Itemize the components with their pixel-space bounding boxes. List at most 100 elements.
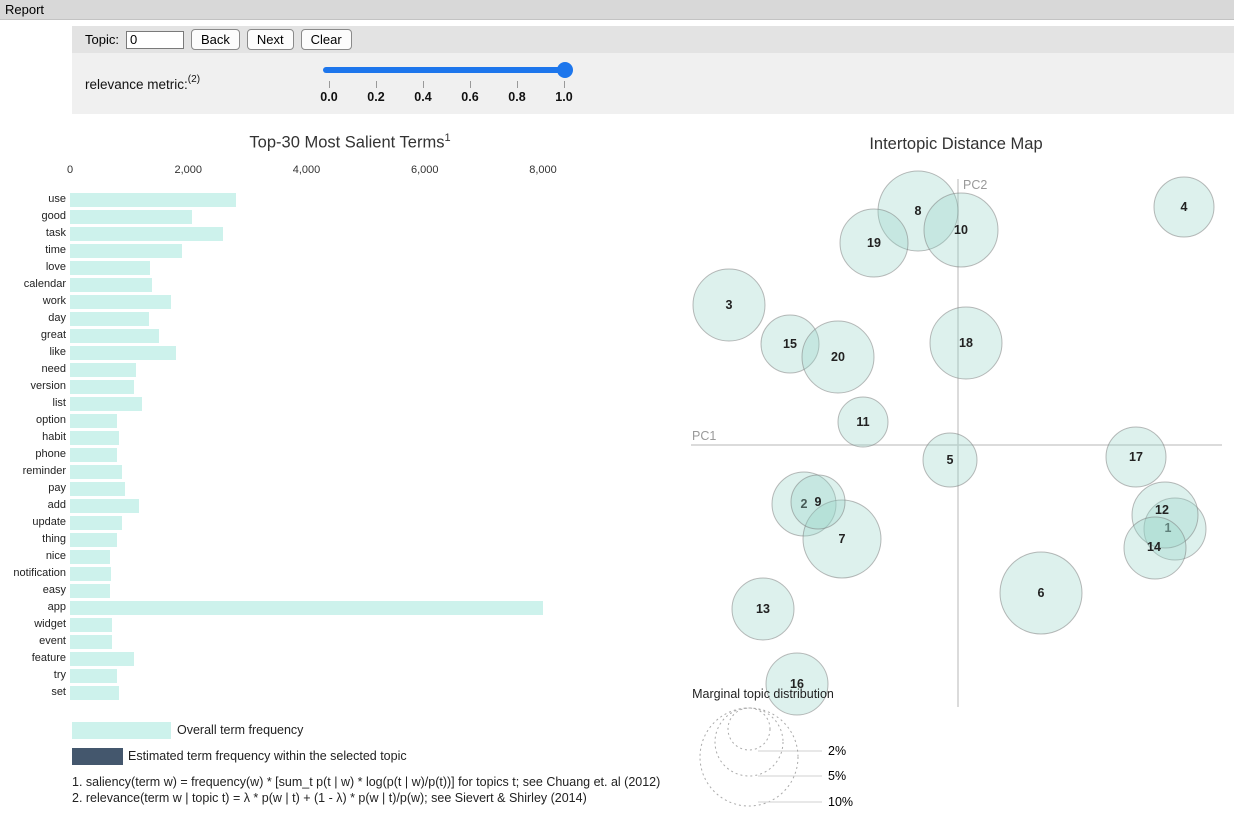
x-axis-tick: 8,000	[529, 164, 557, 176]
topic-circle-3[interactable]	[692, 268, 766, 342]
topic-circle-7[interactable]	[802, 499, 882, 579]
term-bar-feature[interactable]	[70, 652, 135, 666]
marginal-distribution-label: Marginal topic distribution	[692, 687, 834, 701]
term-label: task	[45, 227, 66, 239]
term-label: pay	[48, 482, 66, 494]
slider-tick-label: 0.6	[461, 90, 479, 104]
term-label: easy	[42, 584, 66, 596]
term-bar-option[interactable]	[70, 414, 117, 428]
term-bar-great[interactable]	[70, 329, 159, 343]
topic-circle-1[interactable]	[1143, 497, 1207, 561]
x-axis-tick: 6,000	[410, 164, 439, 176]
term-bar-use[interactable]	[70, 193, 236, 207]
lambda-slider-handle[interactable]	[557, 62, 573, 78]
clear-button[interactable]: Clear	[300, 29, 352, 50]
term-bar-habit[interactable]	[70, 431, 120, 445]
term-bar-add[interactable]	[70, 499, 139, 513]
slider-tick	[564, 81, 565, 88]
topic-circle-13[interactable]	[731, 577, 795, 641]
lambda-slider-track[interactable]	[323, 67, 567, 73]
slider-tick-label: 1.0	[555, 90, 573, 104]
term-bar-love[interactable]	[70, 261, 151, 275]
term-bar-day[interactable]	[70, 312, 150, 326]
topic-circle-2[interactable]	[771, 471, 837, 537]
topic-input[interactable]	[125, 30, 184, 49]
term-bar-work[interactable]	[70, 295, 172, 309]
topic-circle-14[interactable]	[1123, 516, 1187, 580]
relevance-slider-row: relevance metric:(2) 0.0 0.2 0.4 0.6 0.8 1.0	[72, 53, 1234, 114]
topic-circle-4[interactable]	[1153, 176, 1215, 238]
topic-number-label-14: 14	[1147, 540, 1161, 554]
topic-number-label-19: 19	[867, 236, 881, 250]
legend-label-overall: Overall term frequency	[177, 723, 304, 737]
term-bar-version[interactable]	[70, 380, 134, 394]
term-bar-set[interactable]	[70, 686, 120, 700]
slider-tick-label: 0.4	[414, 90, 432, 104]
term-label: like	[49, 346, 66, 358]
next-button[interactable]: Next	[246, 29, 294, 50]
slider-tick	[423, 81, 424, 88]
topic-circle-15[interactable]	[760, 314, 820, 374]
topic-number-label-16: 16	[790, 677, 804, 691]
topic-number-label-4: 4	[1181, 200, 1188, 214]
back-button[interactable]: Back	[190, 29, 240, 50]
topic-circle-20[interactable]	[801, 320, 875, 394]
term-label: use	[48, 193, 66, 205]
term-label: thing	[42, 533, 66, 545]
term-bar-need[interactable]	[70, 363, 137, 377]
topic-circle-6[interactable]	[999, 551, 1083, 635]
title-footnote-marker: 1	[444, 132, 451, 144]
topic-circle-9[interactable]	[790, 474, 846, 530]
term-label: need	[41, 363, 66, 375]
term-bar-reminder[interactable]	[70, 465, 122, 479]
term-label: update	[32, 516, 66, 528]
term-bar-task[interactable]	[70, 227, 223, 241]
term-label: app	[47, 601, 66, 613]
term-bar-good[interactable]	[70, 210, 192, 224]
topic-circle-5[interactable]	[922, 432, 978, 488]
term-bar-widget[interactable]	[70, 618, 113, 632]
term-bar-nice[interactable]	[70, 550, 111, 564]
size-legend-label: 10%	[828, 795, 853, 809]
term-bar-event[interactable]	[70, 635, 112, 649]
term-bar-time[interactable]	[70, 244, 183, 258]
term-label: habit	[42, 431, 66, 443]
term-label: notification	[13, 567, 66, 579]
term-bar-easy[interactable]	[70, 584, 110, 598]
topic-circle-8[interactable]	[877, 170, 959, 252]
topic-number-label-3: 3	[726, 298, 733, 312]
report-toggle[interactable]: Report	[0, 0, 1234, 20]
term-bar-phone[interactable]	[70, 448, 118, 462]
term-label: add	[47, 499, 66, 511]
term-bar-list[interactable]	[70, 397, 142, 411]
topic-circle-19[interactable]	[839, 208, 909, 278]
slider-tick	[517, 81, 518, 88]
term-bar-try[interactable]	[70, 669, 117, 683]
term-label: day	[48, 312, 66, 324]
topic-number-label-11: 11	[856, 415, 869, 429]
term-bar-update[interactable]	[70, 516, 123, 530]
legend-label-selected: Estimated term frequency within the sele…	[128, 749, 407, 763]
topic-circle-10[interactable]	[923, 192, 999, 268]
term-label: good	[41, 210, 66, 222]
term-label: time	[45, 244, 66, 256]
term-bar-calendar[interactable]	[70, 278, 153, 292]
x-axis-tick: 0	[66, 164, 74, 176]
term-bar-like[interactable]	[70, 346, 177, 360]
topic-circle-17[interactable]	[1105, 426, 1167, 488]
topic-number-label-7: 7	[839, 532, 846, 546]
term-bar-app[interactable]	[70, 601, 543, 615]
topic-number-label-9: 9	[815, 495, 822, 509]
topic-number-label-15: 15	[783, 337, 797, 351]
footnote-relevance: 2. relevance(term w | topic t) = λ * p(w…	[72, 791, 587, 805]
term-bar-thing[interactable]	[70, 533, 117, 547]
topic-circle-16[interactable]	[765, 652, 829, 716]
bar-chart-title: Top-30 Most Salient Terms1	[249, 132, 451, 152]
term-bar-pay[interactable]	[70, 482, 125, 496]
topic-circle-11[interactable]	[837, 396, 889, 448]
term-bar-notification[interactable]	[70, 567, 112, 581]
slider-tick	[329, 81, 330, 88]
topic-number-label-8: 8	[915, 204, 922, 218]
topic-circle-18[interactable]	[929, 306, 1003, 380]
topic-number-label-13: 13	[756, 602, 770, 616]
